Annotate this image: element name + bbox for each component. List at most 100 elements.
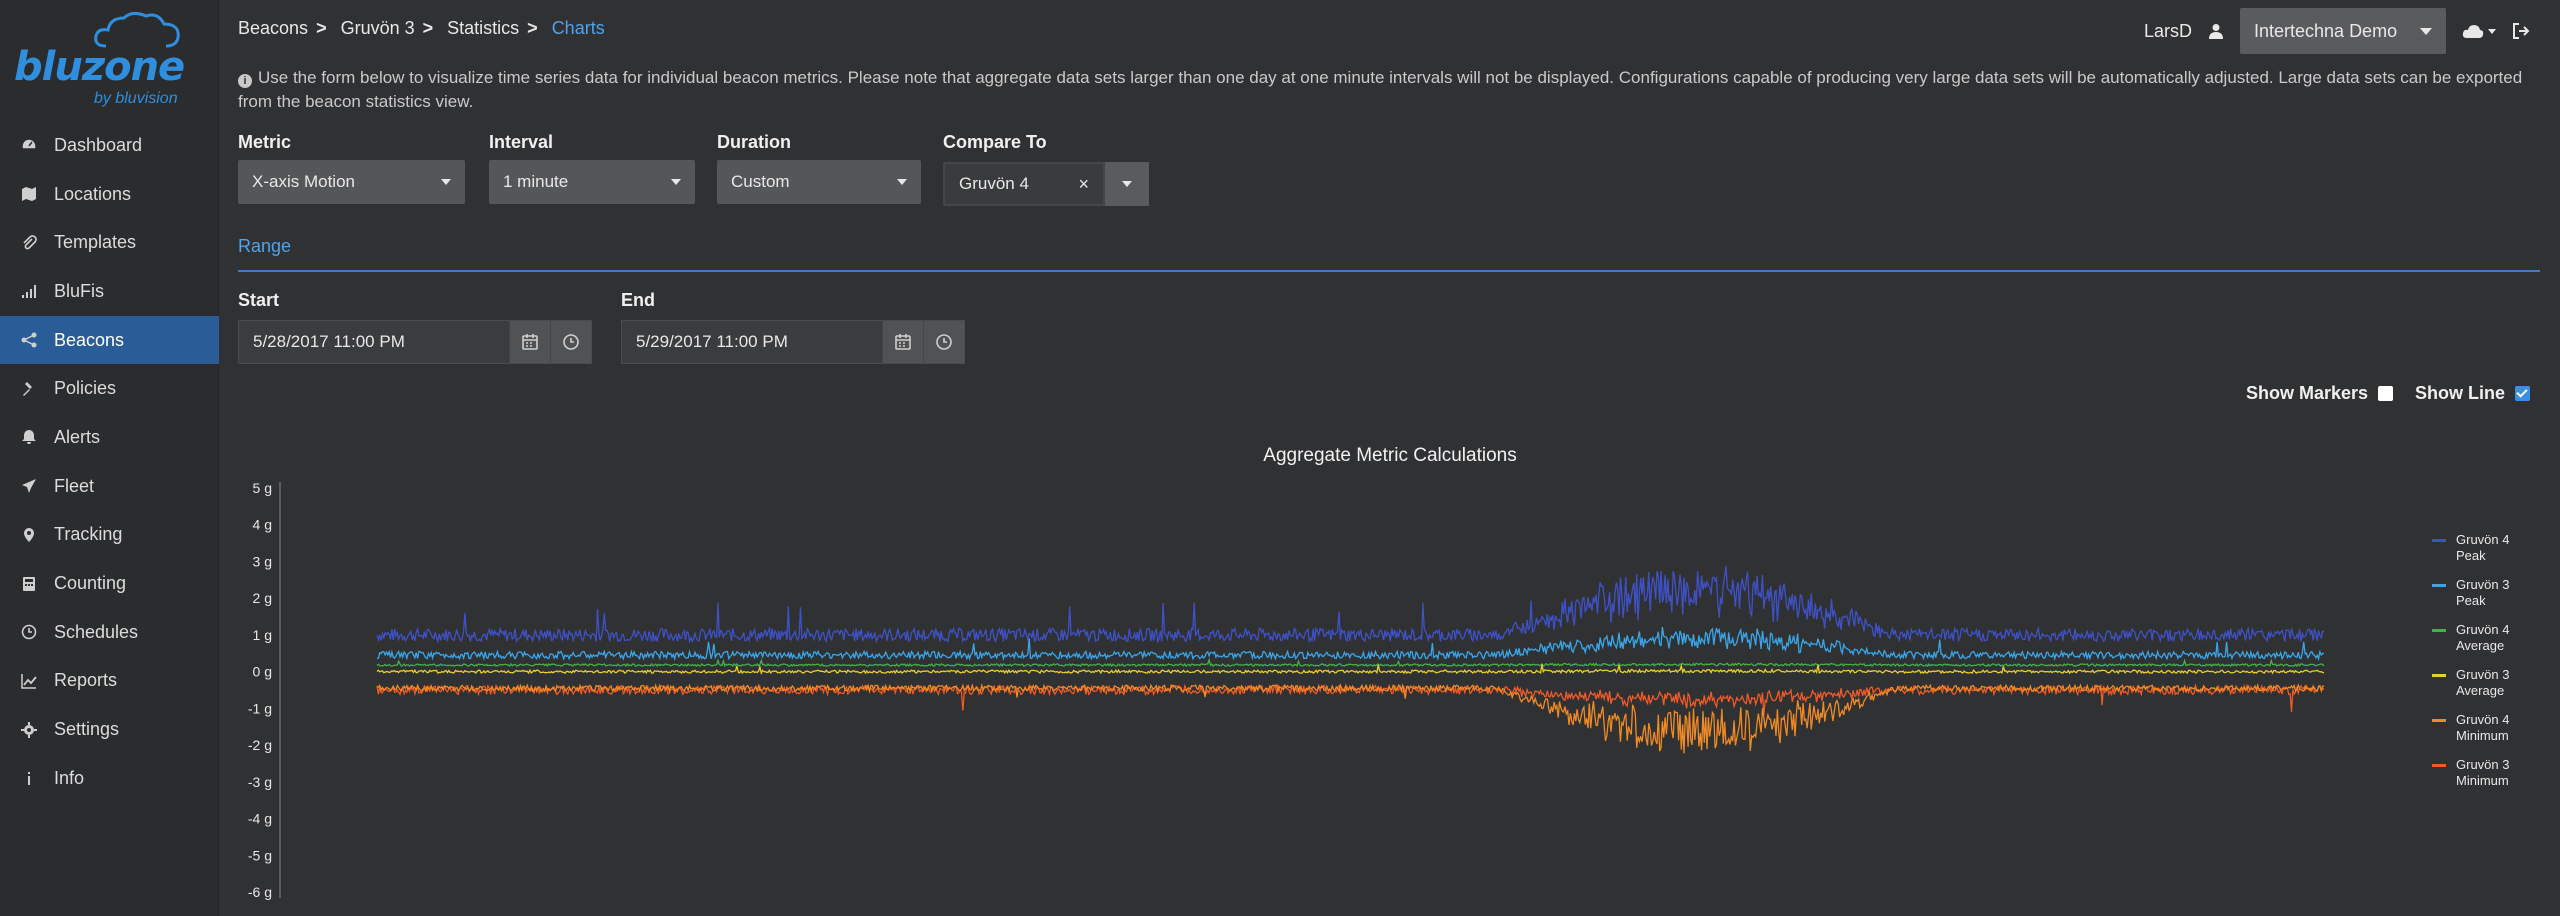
sidebar-item-templates[interactable]: Templates [0, 218, 219, 267]
interval-value: 1 minute [503, 172, 569, 191]
sidebar-item-label: Tracking [54, 524, 123, 545]
clock-icon [563, 334, 579, 350]
sidebar-item-policies[interactable]: Policies [0, 364, 219, 413]
sidebar-item-label: Policies [54, 378, 117, 399]
sidebar-item-label: BluFis [54, 280, 105, 301]
chart-title: Aggregate Metric Calculations [1263, 445, 1517, 466]
logo-text: bluzone [14, 44, 185, 90]
clock-icon [20, 623, 38, 641]
start-date-input[interactable]: 5/28/2017 11:00 PM [239, 321, 509, 363]
series-line-gruvön-4-peak[interactable] [376, 565, 2325, 644]
compare-label: Compare To [943, 132, 1047, 152]
gavel-icon [20, 380, 38, 398]
sidebar-item-label: Info [54, 767, 85, 788]
y-tick-label: 5 g [253, 480, 272, 496]
sidebar-item-info[interactable]: Info [0, 754, 219, 803]
user-icon[interactable] [2208, 23, 2224, 39]
chart-options: Show Markers Show Line [2246, 383, 2530, 404]
sidebar-item-label: Locations [54, 183, 132, 204]
legend-item[interactable]: Gruvön 4 Average [2432, 622, 2552, 667]
end-time-button[interactable] [923, 321, 964, 363]
sign-out-icon[interactable] [2512, 22, 2530, 40]
legend-swatch [2432, 764, 2446, 767]
show-line-checkbox[interactable] [2515, 386, 2530, 401]
legend-swatch [2432, 674, 2446, 677]
chevron-down-icon [441, 179, 451, 185]
sidebar-item-label: Reports [54, 670, 118, 691]
sidebar-item-label: Fleet [54, 475, 95, 496]
series-line-gruvön-4-average[interactable] [376, 657, 2325, 668]
sidebar-item-dashboard[interactable]: Dashboard [0, 121, 219, 170]
map-icon [20, 185, 38, 203]
duration-label: Duration [717, 132, 791, 152]
interval-select[interactable]: 1 minute [489, 160, 695, 204]
plane-icon [20, 477, 38, 495]
line-chart-icon [20, 672, 38, 690]
compare-select[interactable]: Gruvön 4 × [943, 162, 1149, 206]
sidebar-item-counting[interactable]: Counting [0, 559, 219, 608]
legend-item[interactable]: Gruvön 4 Minimum [2432, 712, 2552, 757]
sidebar-item-settings[interactable]: Settings [0, 705, 219, 754]
user-name[interactable]: LarsD [2143, 20, 2192, 41]
legend-item[interactable]: Gruvön 4 Peak [2432, 532, 2552, 577]
series-line-gruvön-4-minimum[interactable] [376, 682, 2325, 754]
legend-swatch [2432, 584, 2446, 587]
compare-dropdown-button[interactable] [1105, 162, 1149, 206]
legend-label: Gruvön 3 Peak [2456, 577, 2510, 608]
end-calendar-button[interactable] [882, 321, 923, 363]
tab-range[interactable]: Range [238, 236, 292, 256]
info-circle-icon: i [238, 74, 252, 88]
sidebar-item-blufis[interactable]: BluFis [0, 267, 219, 316]
sidebar-item-schedules[interactable]: Schedules [0, 608, 219, 657]
start-calendar-button[interactable] [509, 321, 550, 363]
sidebar-item-locations[interactable]: Locations [0, 170, 219, 219]
calendar-icon [895, 334, 911, 350]
sidebar-item-reports[interactable]: Reports [0, 657, 219, 706]
y-tick-label: -3 g [248, 774, 272, 790]
sidebar-item-alerts[interactable]: Alerts [0, 413, 219, 462]
close-icon[interactable]: × [1078, 173, 1089, 194]
series-line-gruvön-3-average[interactable] [376, 663, 2325, 676]
end-label: End [621, 290, 655, 310]
start-time-button[interactable] [550, 321, 591, 363]
series-line-gruvön-3-peak[interactable] [376, 627, 2324, 662]
legend-label: Gruvön 4 Peak [2456, 532, 2510, 563]
sidebar-item-fleet[interactable]: Fleet [0, 462, 219, 511]
breadcrumb-statistics[interactable]: Statistics [447, 18, 520, 38]
sidebar-item-label: Beacons [54, 329, 125, 350]
sidebar-nav: Dashboard Locations Templates BluFis Beacons… [0, 121, 219, 803]
duration-select[interactable]: Custom [717, 160, 921, 204]
start-date-group: 5/28/2017 11:00 PM [238, 320, 592, 364]
end-date-input[interactable]: 5/29/2017 11:00 PM [622, 321, 882, 363]
organization-label: Intertechna Demo [2254, 20, 2398, 41]
y-tick-label: 1 g [253, 627, 272, 643]
legend-item[interactable]: Gruvön 3 Minimum [2432, 757, 2552, 802]
show-markers-checkbox[interactable] [2378, 386, 2393, 401]
end-date-group: 5/29/2017 11:00 PM [621, 320, 965, 364]
sidebar-item-label: Settings [54, 719, 120, 740]
sidebar-item-beacons[interactable]: Beacons [0, 315, 219, 365]
share-icon [20, 331, 38, 349]
organization-select[interactable]: Intertechna Demo [2240, 8, 2446, 54]
logo-tagline: by bluvision [94, 90, 178, 107]
y-tick-label: 2 g [253, 590, 272, 606]
sidebar-item-tracking[interactable]: Tracking [0, 511, 219, 560]
breadcrumb-separator: > [527, 18, 538, 38]
calendar-icon [522, 334, 538, 350]
y-tick-label: 0 g [253, 664, 272, 680]
info-text: Use the form below to visualize time ser… [238, 68, 2523, 111]
metric-select[interactable]: X-axis Motion [238, 160, 465, 204]
legend-item[interactable]: Gruvön 3 Average [2432, 667, 2552, 712]
legend-item[interactable]: Gruvön 3 Peak [2432, 577, 2552, 622]
sidebar-item-label: Templates [54, 232, 137, 253]
cloud-menu[interactable] [2462, 23, 2496, 39]
sidebar-item-label: Dashboard [54, 134, 143, 155]
breadcrumb-beacons[interactable]: Beacons [238, 18, 309, 38]
chevron-down-icon [2420, 27, 2432, 35]
breadcrumb-beacon[interactable]: Gruvön 3 [340, 18, 415, 38]
signal-icon [20, 282, 38, 300]
bluzone-logo[interactable]: bluzone by bluvision [12, 10, 212, 107]
paperclip-icon [20, 234, 38, 252]
y-tick-label: -2 g [248, 737, 272, 753]
compare-tag: Gruvön 4 × [945, 164, 1103, 204]
